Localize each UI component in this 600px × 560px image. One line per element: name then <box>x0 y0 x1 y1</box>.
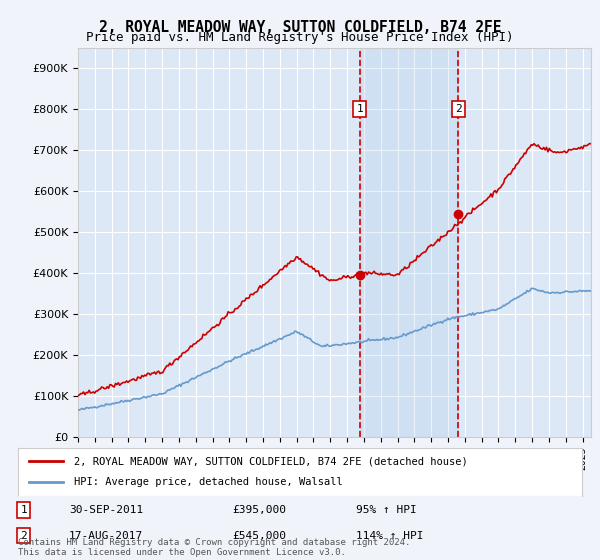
Text: 2, ROYAL MEADOW WAY, SUTTON COLDFIELD, B74 2FE (detached house): 2, ROYAL MEADOW WAY, SUTTON COLDFIELD, B… <box>74 456 468 466</box>
Text: HPI: Average price, detached house, Walsall: HPI: Average price, detached house, Wals… <box>74 477 343 487</box>
Text: Price paid vs. HM Land Registry's House Price Index (HPI): Price paid vs. HM Land Registry's House … <box>86 31 514 44</box>
Text: 2: 2 <box>455 104 462 114</box>
Text: £395,000: £395,000 <box>232 505 286 515</box>
Text: 2, ROYAL MEADOW WAY, SUTTON COLDFIELD, B74 2FE: 2, ROYAL MEADOW WAY, SUTTON COLDFIELD, B… <box>99 20 501 35</box>
Text: 114% ↑ HPI: 114% ↑ HPI <box>356 530 424 540</box>
Text: £545,000: £545,000 <box>232 530 286 540</box>
Text: 17-AUG-2017: 17-AUG-2017 <box>69 530 143 540</box>
Text: 2: 2 <box>20 530 27 540</box>
Text: 1: 1 <box>20 505 27 515</box>
Text: 30-SEP-2011: 30-SEP-2011 <box>69 505 143 515</box>
Text: 95% ↑ HPI: 95% ↑ HPI <box>356 505 417 515</box>
Bar <box>360 48 458 437</box>
Text: Contains HM Land Registry data © Crown copyright and database right 2024.
This d: Contains HM Land Registry data © Crown c… <box>18 538 410 557</box>
Text: 1: 1 <box>356 104 363 114</box>
